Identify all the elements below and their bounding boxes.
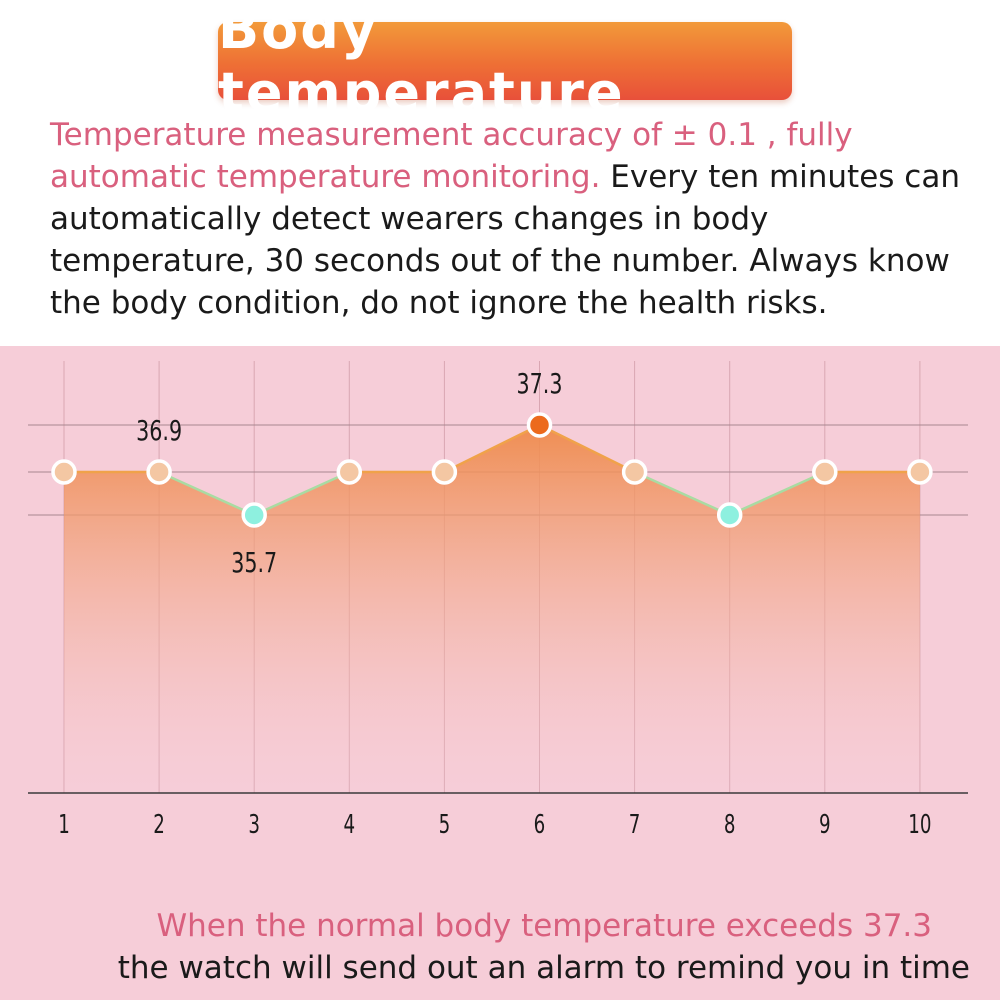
x-tick-label: 10	[908, 810, 931, 840]
series-line-segment	[253, 470, 350, 517]
series-line-segment	[538, 423, 636, 474]
data-point	[431, 459, 458, 485]
x-tick-label: 1	[58, 810, 70, 840]
title-banner: Body temperature	[218, 0, 792, 124]
x-tick-label: 9	[819, 810, 831, 840]
alarm-note-line2: the watch will send out an alarm to remi…	[117, 950, 970, 986]
intro-body: Every ten minutes can automatically dete…	[50, 159, 960, 321]
data-point	[336, 459, 363, 485]
data-point	[526, 412, 553, 438]
data-label: 36.9	[136, 415, 182, 448]
x-tick-label: 6	[534, 810, 546, 840]
data-point	[241, 502, 267, 528]
x-tick-label: 2	[153, 810, 165, 840]
data-point	[907, 459, 933, 485]
temperature-chart: 1 2 3 4 5 6 7 8 9 10 36.9 35.7 37.3	[28, 361, 968, 840]
page-title: Body temperature	[218, 0, 625, 124]
data-point	[146, 459, 172, 485]
series-line-segment	[729, 470, 826, 517]
x-tick-label: 8	[724, 810, 736, 840]
series-line-segment	[158, 470, 255, 517]
alarm-note-line1: When the normal body temperature exceeds…	[156, 908, 932, 944]
x-tick-label: 7	[629, 810, 641, 840]
data-point	[621, 459, 648, 485]
data-point	[716, 502, 743, 528]
x-tick-label: 3	[248, 810, 260, 840]
intro-paragraph: Temperature measurement accuracy of ± 0.…	[50, 114, 960, 324]
data-label: 35.7	[231, 547, 277, 580]
data-point	[812, 459, 838, 485]
alarm-note: When the normal body temperature exceeds…	[10, 905, 970, 989]
series-line-segment	[443, 423, 541, 474]
x-tick-label: 5	[439, 810, 451, 840]
intro-highlight: Temperature measurement accuracy of ± 0.…	[50, 117, 853, 195]
data-point	[51, 459, 77, 485]
temperature-area	[64, 425, 920, 793]
x-tick-label: 4	[343, 810, 355, 840]
series-line-segment	[634, 470, 731, 517]
data-label: 37.3	[517, 368, 563, 401]
